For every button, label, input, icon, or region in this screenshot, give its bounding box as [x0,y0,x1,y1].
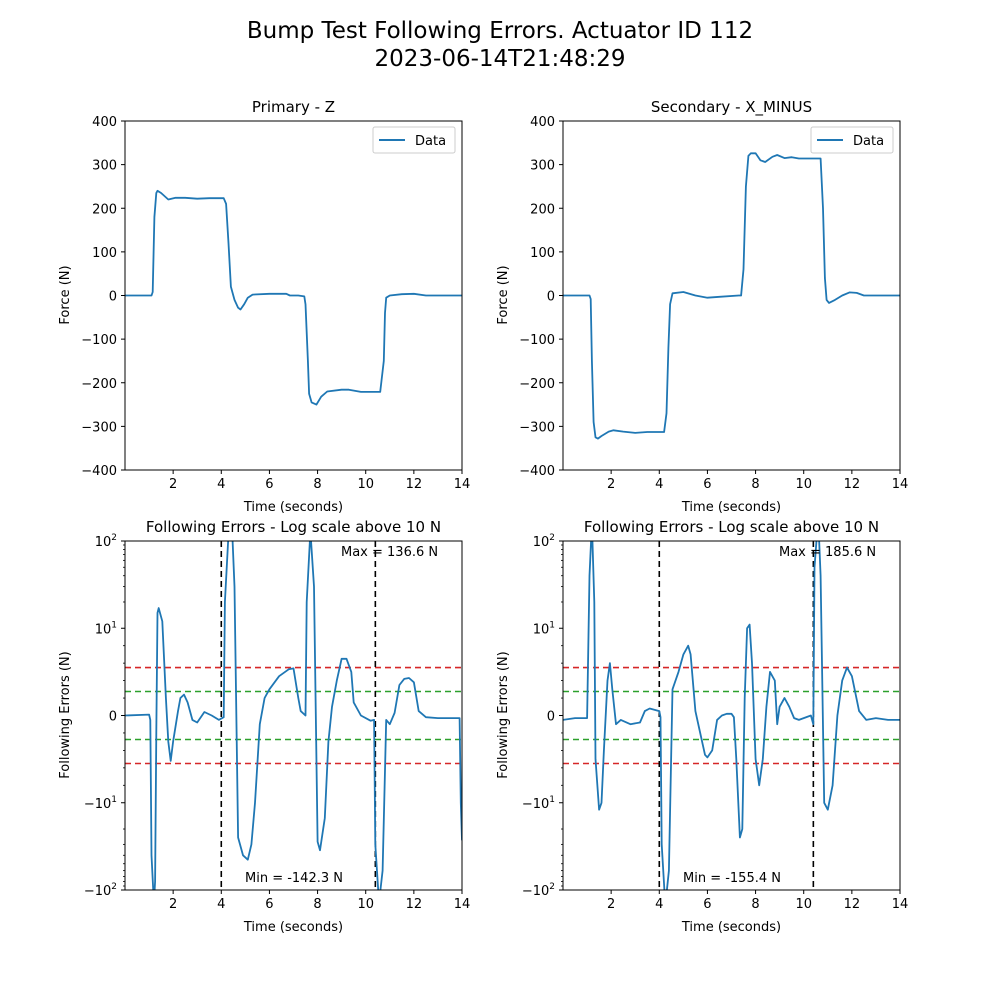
x-tick-label: 2 [169,897,177,912]
y-tick-label: 0 [547,290,555,305]
panel-title: Following Errors - Log scale above 10 N [584,518,879,536]
x-tick-label: 8 [751,897,759,912]
x-tick-label: 14 [892,477,909,492]
data-series-line [563,152,900,440]
legend-label: Data [415,134,446,149]
x-tick-label: 2 [607,477,615,492]
y-tick-label: 400 [92,115,117,130]
x-axis-label: Time (seconds) [243,500,343,515]
legend-label: Data [853,134,884,149]
x-tick-label: 10 [795,897,812,912]
axes-frame [124,540,463,891]
max-annotation: Max = 185.6 N [779,545,876,560]
y-tick-label: −400 [519,464,555,479]
x-tick-label: 10 [357,897,374,912]
panel-title: Following Errors - Log scale above 10 N [146,518,441,536]
x-tick-label: 8 [313,477,321,492]
y-tick-label: −102 [522,882,555,899]
x-axis-label: Time (seconds) [681,500,781,515]
x-tick-label: 8 [751,477,759,492]
y-tick-label: 300 [92,159,117,174]
y-axis-label: Force (N) [58,265,73,324]
x-tick-label: 4 [217,897,225,912]
legend-box [810,126,894,154]
y-tick-label: 200 [92,202,117,217]
plot-area: 2 4 6 8 10 12 14 −400 −300 −200 −100 0 100 200 300 400 [519,115,908,492]
x-tick-label: 2 [169,477,177,492]
y-tick-label: −200 [519,377,555,392]
x-tick-label: 14 [892,897,909,912]
y-tick-label: 100 [530,246,555,261]
x-tick-label: 6 [265,477,273,492]
panel-following-errors-left: Following Errors - Log scale above 10 N … [58,518,470,935]
y-tick-label: −100 [81,333,117,348]
y-tick-label: 101 [533,620,555,637]
panel-following-errors-right: Following Errors - Log scale above 10 N … [496,518,908,935]
y-axis-label: Following Errors (N) [496,651,511,778]
y-tick-label: 0 [109,710,117,725]
panel-title: Primary - Z [252,98,335,116]
y-tick-label: 0 [547,710,555,725]
x-tick-label: 4 [655,477,663,492]
legend: Data [372,126,456,154]
panel-secondary-x-minus: Secondary - X_MINUS Time (seconds) Force… [496,98,908,515]
x-tick-label: 8 [313,897,321,912]
panel-primary-z: Primary - Z Time (seconds) Force (N) Dat… [58,98,470,515]
x-tick-label: 6 [703,477,711,492]
plot-area: 2 4 6 8 10 12 14 −400 −300 −200 −100 0 100 200 300 400 [81,115,470,492]
y-tick-label: −101 [84,795,117,812]
y-axis-label: Force (N) [496,265,511,324]
y-tick-label: 300 [530,159,555,174]
x-tick-label: 12 [844,897,861,912]
y-tick-label: −300 [81,420,117,435]
figure-title-line1: Bump Test Following Errors. Actuator ID … [247,18,753,44]
plot-area: 2 4 6 8 10 12 14 102 101 0 −101 −102 [522,533,909,912]
max-annotation: Max = 136.6 N [341,545,438,560]
figure-title-line2: 2023-06-14T21:48:29 [374,46,625,72]
x-axis-label: Time (seconds) [681,920,781,935]
panel-title: Secondary - X_MINUS [651,98,812,117]
x-tick-label: 10 [357,477,374,492]
x-tick-label: 6 [703,897,711,912]
data-series-line [563,541,900,890]
y-tick-label: −400 [81,464,117,479]
x-tick-label: 14 [454,477,471,492]
y-tick-label: 200 [530,202,555,217]
min-annotation: Min = -142.3 N [245,871,343,886]
y-tick-label: 400 [530,115,555,130]
x-tick-label: 12 [406,477,423,492]
x-tick-label: 6 [265,897,273,912]
y-tick-label: −102 [84,882,117,899]
axes-frame [562,540,901,891]
x-tick-label: 14 [454,897,471,912]
legend-box [372,126,456,154]
y-tick-label: 101 [95,620,117,637]
x-tick-label: 10 [795,477,812,492]
x-tick-label: 4 [217,477,225,492]
y-tick-label: −100 [519,333,555,348]
y-tick-label: 102 [533,533,555,550]
x-axis-label: Time (seconds) [243,920,343,935]
y-tick-label: −200 [81,377,117,392]
x-tick-label: 12 [406,897,423,912]
x-tick-label: 12 [844,477,861,492]
x-tick-label: 4 [655,897,663,912]
plot-area: 2 4 6 8 10 12 14 102 101 0 −101 −102 [84,533,471,912]
x-tick-label: 2 [607,897,615,912]
y-tick-label: 0 [109,290,117,305]
legend: Data [810,126,894,154]
y-tick-label: 102 [95,533,117,550]
y-tick-label: 100 [92,246,117,261]
y-axis-label: Following Errors (N) [58,651,73,778]
min-annotation: Min = -155.4 N [683,871,781,886]
y-tick-label: −300 [519,420,555,435]
data-series-line [125,541,462,890]
data-series-line [125,189,462,406]
y-tick-label: −101 [522,795,555,812]
